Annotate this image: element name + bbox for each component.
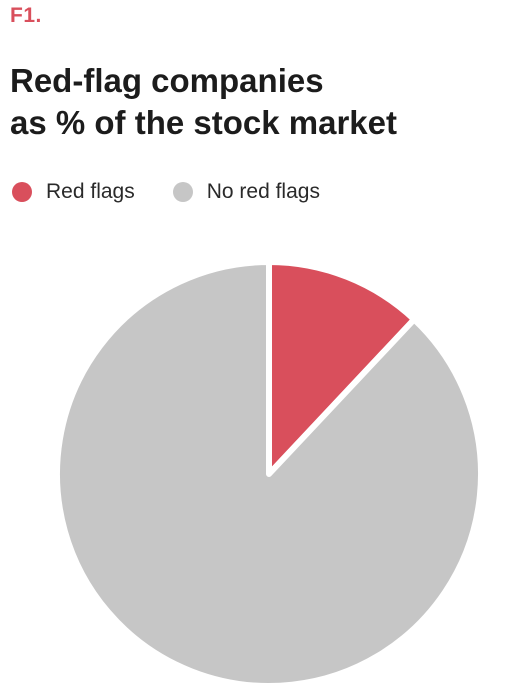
chart-title-line-2: as % of the stock market bbox=[10, 104, 397, 141]
chart-title-line-1: Red-flag companies bbox=[10, 62, 324, 99]
chart-legend: Red flags No red flags bbox=[12, 180, 358, 204]
legend-label-red-flags: Red flags bbox=[46, 180, 135, 203]
legend-item-red-flags: Red flags bbox=[12, 180, 135, 204]
legend-item-no-red-flags: No red flags bbox=[172, 180, 320, 204]
figure-label: F1. bbox=[10, 4, 42, 27]
chart-title: Red-flag companies as % of the stock mar… bbox=[10, 60, 514, 144]
pie-slice-red-flags bbox=[266, 259, 418, 477]
legend-label-no-red-flags: No red flags bbox=[206, 180, 320, 203]
legend-swatch-red-flags bbox=[12, 182, 32, 202]
pie-chart bbox=[54, 259, 484, 689]
pie-slice-no-red-flags bbox=[54, 259, 484, 689]
legend-swatch-no-red-flags bbox=[172, 182, 193, 202]
